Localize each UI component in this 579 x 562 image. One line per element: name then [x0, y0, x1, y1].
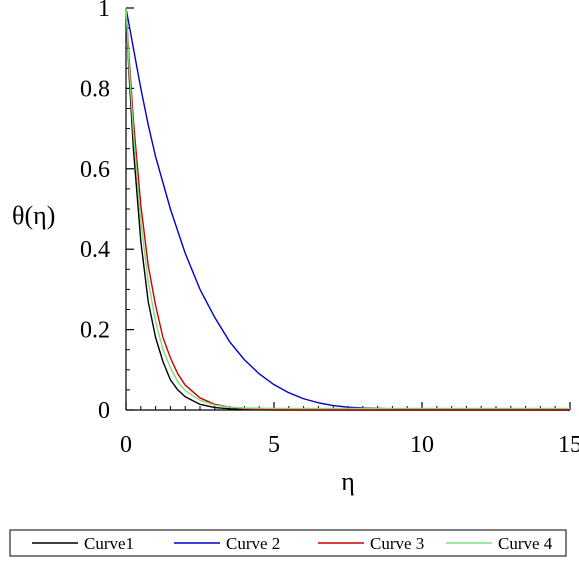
legend-label-2: Curve 2: [226, 534, 280, 553]
legend-label-3: Curve 3: [370, 534, 424, 553]
x-tick-label: 15: [558, 432, 579, 458]
y-tick-label: 0.6: [80, 157, 110, 183]
legend-label-4: Curve 4: [498, 534, 553, 553]
series-line-3: [125, 7, 570, 411]
axis-tick-labels: 0 5 10 15 0 0.2 0.4 0.6 0.8 1: [80, 0, 579, 458]
y-tick-label: 0.8: [80, 76, 110, 102]
series-line-2: [125, 7, 571, 411]
y-tick-label: 0.2: [80, 318, 110, 344]
legend: Curve1 Curve 2 Curve 3 Curve 4: [9, 529, 567, 557]
series-line-1: [125, 7, 570, 411]
axis-ticks: [125, 7, 571, 411]
x-tick-label: 10: [410, 432, 434, 458]
plot-frame: [125, 8, 570, 411]
series-line-4: [125, 7, 570, 410]
y-tick-label: 0: [98, 398, 110, 424]
x-tick-label: 5: [268, 432, 280, 458]
legend-label-1: Curve1: [84, 534, 134, 553]
y-axis-label: θ(η): [12, 201, 55, 230]
x-tick-label: 0: [120, 432, 132, 458]
x-axis-label: η: [341, 467, 355, 496]
y-tick-label: 1: [98, 0, 110, 22]
series-lines: [125, 7, 571, 411]
y-tick-label: 0.4: [80, 237, 110, 263]
